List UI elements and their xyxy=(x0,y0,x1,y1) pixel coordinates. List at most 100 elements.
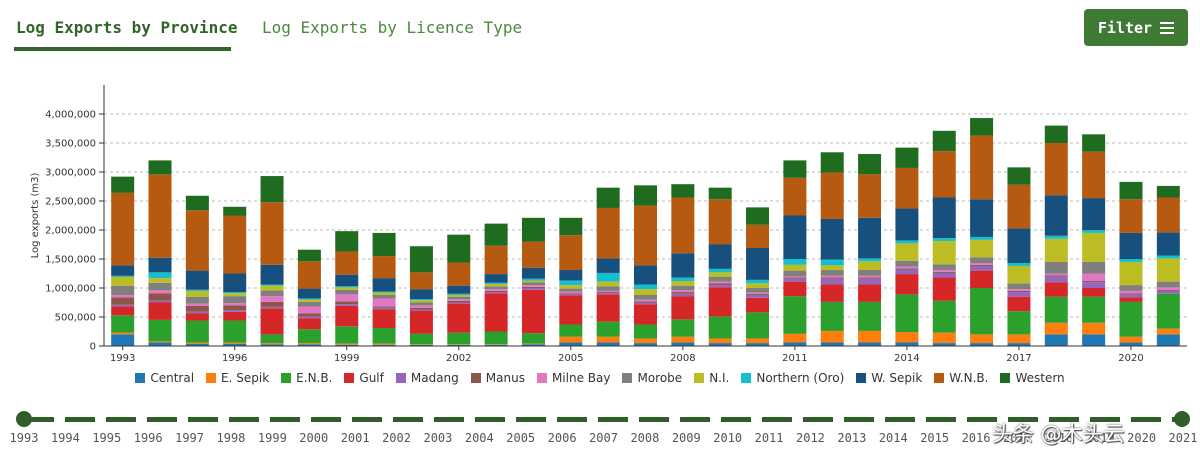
timeline-year-label[interactable]: 2003 xyxy=(423,431,453,445)
bar-central-2006[interactable] xyxy=(596,342,620,346)
bar-w-n-b--1998[interactable] xyxy=(297,261,321,289)
bar-gulf-2003[interactable] xyxy=(484,293,508,332)
bar-w-n-b--2018[interactable] xyxy=(1044,143,1068,196)
bar-milne-bay-2017[interactable] xyxy=(1007,289,1031,291)
timeline-year-label[interactable]: 1995 xyxy=(92,431,122,445)
bar-northern-oro--1996[interactable] xyxy=(223,292,247,294)
bar-w-n-b--1996[interactable] xyxy=(223,215,247,274)
bar-e-sepik-2004[interactable] xyxy=(521,343,545,345)
bar-western-2021[interactable] xyxy=(1156,185,1180,198)
timeline-year-label[interactable]: 2016 xyxy=(961,431,991,445)
bar-milne-bay-2015[interactable] xyxy=(932,270,956,272)
bar-n-i--2012[interactable] xyxy=(820,265,844,271)
bar-central-1999[interactable] xyxy=(335,344,359,346)
bar-milne-bay-2000[interactable] xyxy=(372,298,396,307)
bar-manus-2015[interactable] xyxy=(932,271,956,273)
bar-n-i--1994[interactable] xyxy=(148,278,172,283)
bar-central-2017[interactable] xyxy=(1007,343,1031,346)
bar-madang-2006[interactable] xyxy=(596,293,620,295)
bar-w-sepik-2020[interactable] xyxy=(1119,232,1143,259)
bar-gulf-2016[interactable] xyxy=(970,270,994,288)
legend-item[interactable]: N.I. xyxy=(694,371,729,385)
bar-northern-oro--2018[interactable] xyxy=(1044,235,1068,239)
bar-e-n-b--2020[interactable] xyxy=(1119,301,1143,337)
bar-n-i--2015[interactable] xyxy=(932,241,956,265)
bar-w-sepik-2012[interactable] xyxy=(820,218,844,260)
bar-w-n-b--1999[interactable] xyxy=(335,251,359,275)
bar-e-sepik-2020[interactable] xyxy=(1119,336,1143,343)
bar-e-sepik-2018[interactable] xyxy=(1044,322,1068,335)
bar-n-i--2000[interactable] xyxy=(372,292,396,295)
bar-western-2008[interactable] xyxy=(671,184,695,198)
bar-e-n-b--2015[interactable] xyxy=(932,300,956,333)
bar-e-sepik-2003[interactable] xyxy=(484,344,508,345)
bar-gulf-2019[interactable] xyxy=(1082,288,1106,297)
timeline-year-label[interactable]: 2017 xyxy=(1002,431,1032,445)
bar-western-2007[interactable] xyxy=(634,185,657,206)
bar-northern-oro--1999[interactable] xyxy=(335,286,359,288)
bar-manus-2007[interactable] xyxy=(634,301,657,303)
bar-w-sepik-2016[interactable] xyxy=(970,199,994,237)
bar-e-sepik-2014[interactable] xyxy=(895,332,919,343)
bar-w-sepik-1994[interactable] xyxy=(148,257,172,273)
bar-morobe-1998[interactable] xyxy=(297,301,321,307)
bar-morobe-2021[interactable] xyxy=(1156,281,1180,288)
bar-northern-oro--2005[interactable] xyxy=(559,280,583,286)
bar-western-1997[interactable] xyxy=(260,176,284,203)
bar-w-n-b--2002[interactable] xyxy=(447,262,471,286)
bar-n-i--2017[interactable] xyxy=(1007,265,1031,284)
bar-n-i--2007[interactable] xyxy=(634,289,657,295)
timeline-year-label[interactable]: 2007 xyxy=(589,431,618,445)
timeline-year-label[interactable]: 1994 xyxy=(50,431,80,445)
timeline-end-handle[interactable] xyxy=(1174,411,1190,427)
bar-e-n-b--2009[interactable] xyxy=(708,316,732,339)
bar-n-i--2003[interactable] xyxy=(484,283,508,287)
bar-w-sepik-2011[interactable] xyxy=(783,215,807,260)
bar-e-sepik-2016[interactable] xyxy=(970,334,994,344)
bar-e-sepik-2006[interactable] xyxy=(596,336,620,343)
bar-madang-2010[interactable] xyxy=(746,294,770,298)
bar-e-n-b--2001[interactable] xyxy=(409,333,433,345)
bar-w-n-b--1993[interactable] xyxy=(111,192,135,266)
bar-manus-2012[interactable] xyxy=(820,277,844,279)
bar-e-n-b--2011[interactable] xyxy=(783,296,807,334)
bar-madang-2015[interactable] xyxy=(932,272,956,278)
bar-madang-2012[interactable] xyxy=(820,278,844,285)
bar-milne-bay-1998[interactable] xyxy=(297,306,321,314)
bar-manus-2014[interactable] xyxy=(895,268,919,270)
filter-button[interactable]: Filter xyxy=(1084,9,1188,46)
bar-e-n-b--2014[interactable] xyxy=(895,294,919,333)
bar-northern-oro--2014[interactable] xyxy=(895,240,919,244)
bar-western-2002[interactable] xyxy=(447,234,471,263)
bar-morobe-2009[interactable] xyxy=(708,276,732,282)
bar-manus-2020[interactable] xyxy=(1119,293,1143,295)
bar-w-sepik-2002[interactable] xyxy=(447,285,471,294)
legend-item[interactable]: Manus xyxy=(470,371,525,385)
bar-n-i--2002[interactable] xyxy=(447,294,471,297)
bar-n-i--2008[interactable] xyxy=(671,281,695,286)
bar-e-n-b--1998[interactable] xyxy=(297,329,321,344)
bar-western-2010[interactable] xyxy=(746,207,770,225)
bar-northern-oro--1998[interactable] xyxy=(297,298,321,300)
bar-central-2014[interactable] xyxy=(895,342,919,346)
bar-gulf-2020[interactable] xyxy=(1119,297,1143,302)
bar-gulf-2002[interactable] xyxy=(447,303,471,333)
bar-madang-2005[interactable] xyxy=(559,294,583,296)
bar-morobe-2011[interactable] xyxy=(783,270,807,277)
bar-madang-1993[interactable] xyxy=(111,304,135,307)
bar-manus-2000[interactable] xyxy=(372,306,396,308)
bar-n-i--2010[interactable] xyxy=(746,283,770,288)
bar-milne-bay-1994[interactable] xyxy=(148,290,172,294)
legend-item[interactable]: Northern (Oro) xyxy=(741,371,844,385)
bar-n-i--2011[interactable] xyxy=(783,264,807,271)
bar-morobe-2003[interactable] xyxy=(484,286,508,290)
bar-gulf-1993[interactable] xyxy=(111,306,135,316)
bar-western-2009[interactable] xyxy=(708,187,732,200)
bar-madang-1996[interactable] xyxy=(223,310,247,312)
bar-w-n-b--2009[interactable] xyxy=(708,199,732,245)
timeline-year-label[interactable]: 2002 xyxy=(382,431,411,445)
bar-morobe-1995[interactable] xyxy=(185,296,209,304)
bar-w-n-b--2012[interactable] xyxy=(820,172,844,219)
bar-milne-bay-2014[interactable] xyxy=(895,266,919,269)
bar-central-2007[interactable] xyxy=(634,343,657,346)
